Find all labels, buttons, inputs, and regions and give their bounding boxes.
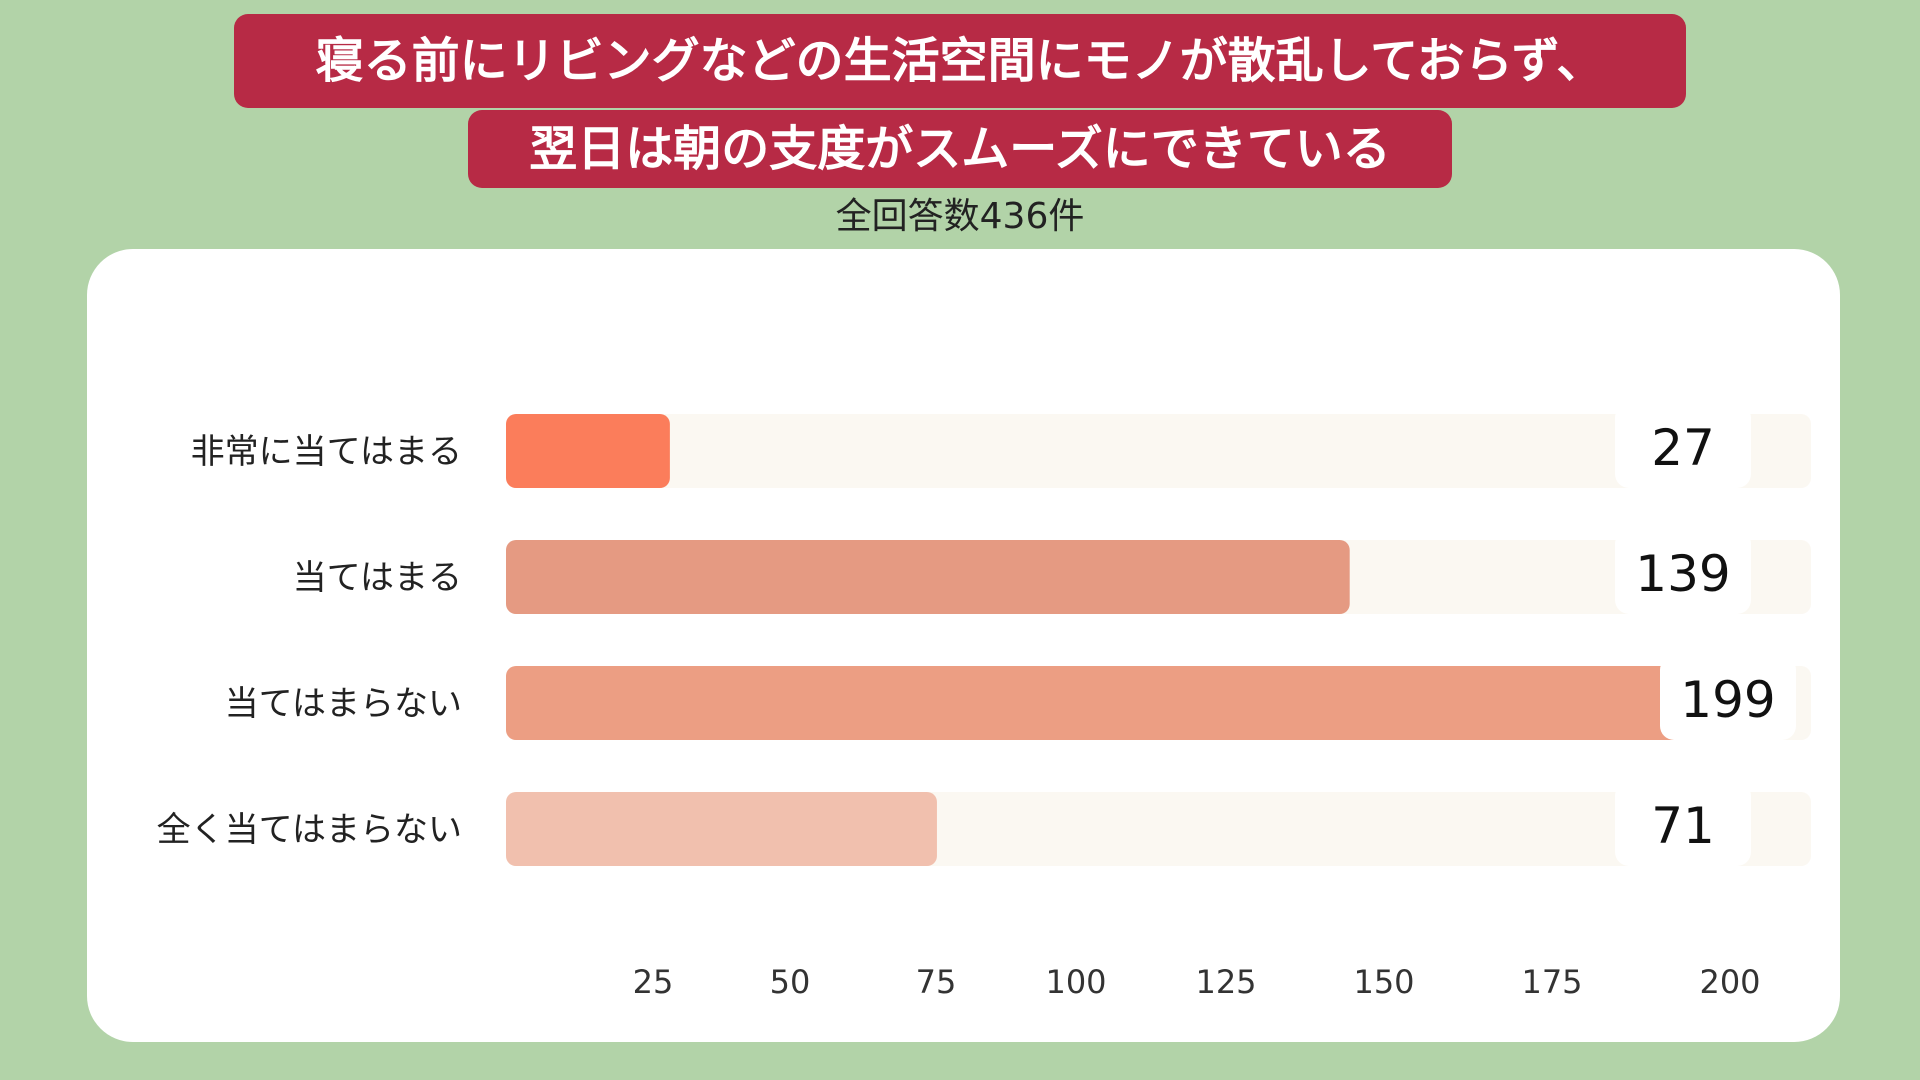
bar: [506, 666, 1714, 740]
value-label: 27: [1651, 419, 1715, 477]
category-label: 非常に当てはまる: [191, 432, 462, 472]
value-label-bg: [1660, 656, 1796, 740]
value-label-bg: [1615, 404, 1751, 488]
tick-label: 75: [916, 963, 957, 1001]
category-label: 当てはまらない: [225, 684, 462, 724]
chart-card: [87, 249, 1840, 1042]
tick-label: 50: [770, 963, 811, 1001]
tick-label: 100: [1045, 963, 1106, 1001]
tick-label: 25: [633, 963, 674, 1001]
bar: [506, 414, 670, 488]
title-line-1: 寝る前にリビングなどの生活空間にモノが散乱しておらず、: [234, 14, 1686, 108]
tick-label: 125: [1195, 963, 1256, 1001]
tick-label: 175: [1521, 963, 1582, 1001]
bar: [506, 792, 937, 866]
category-label: 全く当てはまらない: [157, 810, 462, 850]
value-label: 199: [1680, 671, 1775, 729]
value-label: 139: [1635, 545, 1730, 603]
value-label-bg: [1615, 530, 1751, 614]
tick-label: 150: [1353, 963, 1414, 1001]
subtitle: 全回答数436件: [835, 196, 1085, 237]
category-label: 当てはまる: [293, 558, 462, 598]
value-label-bg: [1615, 782, 1751, 866]
title-line-2: 翌日は朝の支度がスムーズにできている: [468, 110, 1452, 188]
tick-label: 200: [1699, 963, 1760, 1001]
value-label: 71: [1651, 797, 1715, 855]
bar: [506, 540, 1350, 614]
bar-track: [506, 414, 1811, 488]
